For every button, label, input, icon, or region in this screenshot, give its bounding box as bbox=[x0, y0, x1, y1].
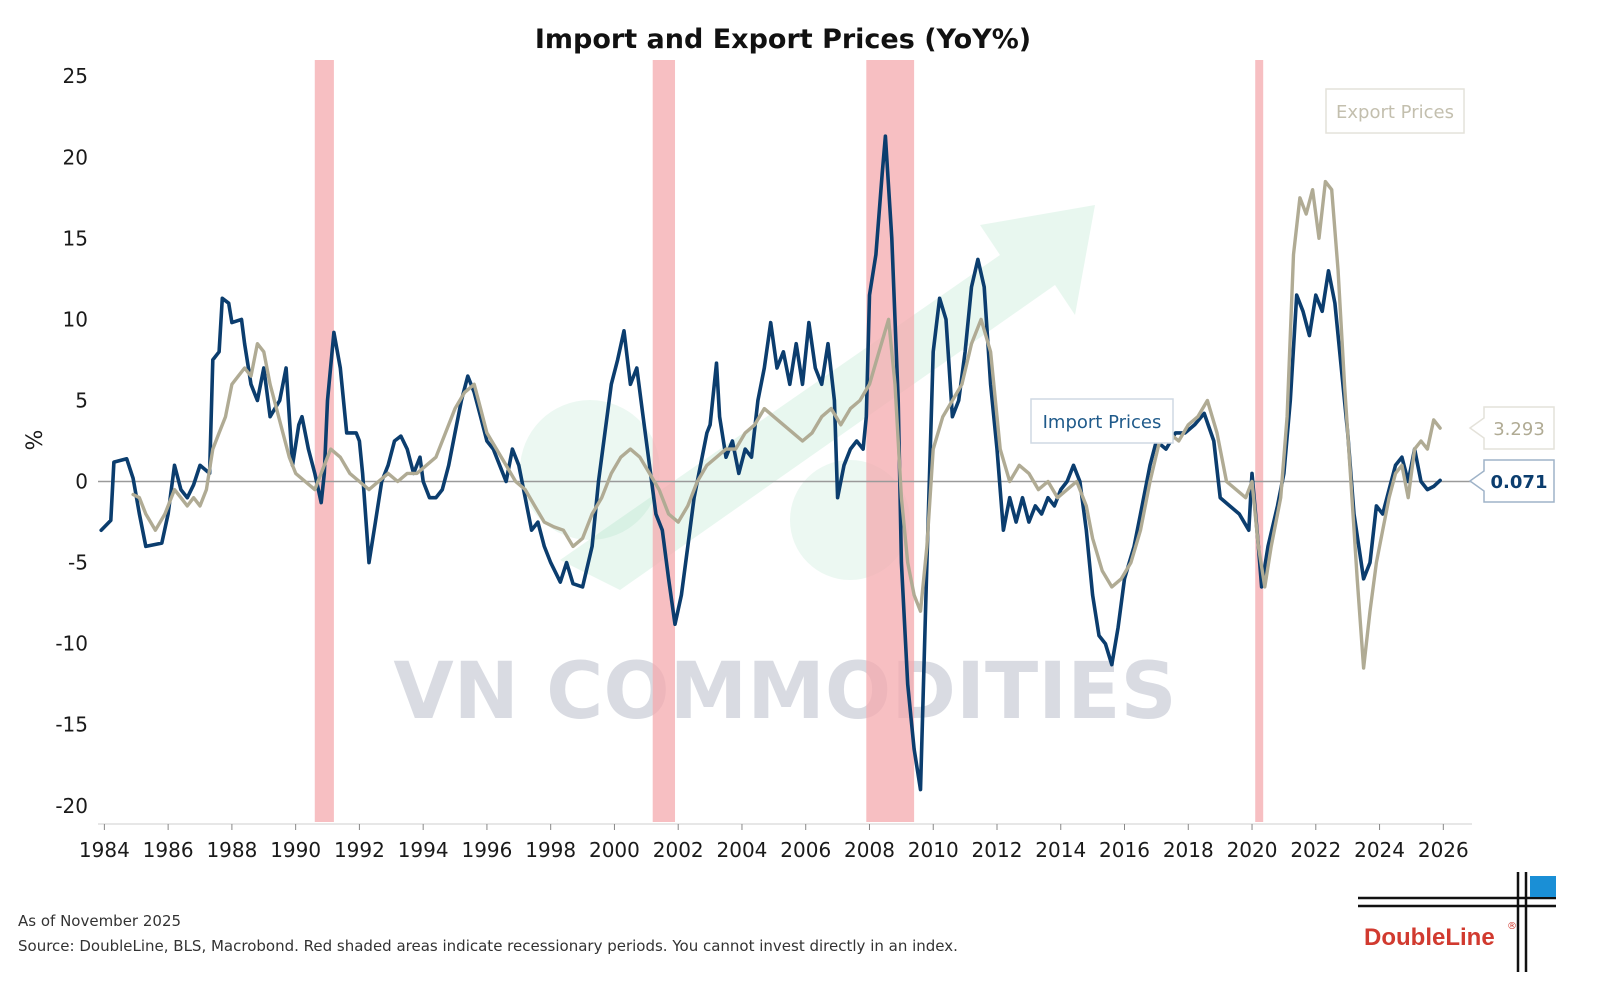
legend-export-label: Export Prices bbox=[1336, 102, 1454, 123]
x-tick-label: 1988 bbox=[206, 838, 257, 862]
x-tick-label: 1994 bbox=[398, 838, 449, 862]
recession-band bbox=[1255, 60, 1264, 822]
watermark-text: VN COMMODITIES bbox=[393, 647, 1176, 737]
x-tick-label: 2024 bbox=[1354, 838, 1405, 862]
y-tick-label: -10 bbox=[55, 632, 88, 656]
x-tick-label: 1990 bbox=[270, 838, 321, 862]
recession-bands bbox=[314, 60, 1264, 822]
recession-band bbox=[652, 60, 676, 822]
end-value-import-label: 0.071 bbox=[1491, 472, 1548, 493]
source-note: Source: DoubleLine, BLS, Macrobond. Red … bbox=[18, 937, 958, 955]
doubleline-logo: DoubleLine ® bbox=[1358, 872, 1556, 972]
y-tick-label: 5 bbox=[75, 388, 88, 412]
chart-title: Import and Export Prices (YoY%) bbox=[535, 24, 1031, 55]
x-tick-label: 1998 bbox=[525, 838, 576, 862]
recession-band bbox=[866, 60, 915, 822]
import-prices-line bbox=[99, 134, 1442, 792]
legend-export-prices: Export Prices bbox=[1325, 88, 1465, 134]
x-tick-label: 1986 bbox=[143, 838, 194, 862]
x-tick-label: 2018 bbox=[1163, 838, 1214, 862]
registered-mark: ® bbox=[1507, 921, 1517, 932]
legend-import-label: Import Prices bbox=[1043, 412, 1162, 433]
watermark-dot-icon bbox=[520, 400, 660, 540]
y-tick-label: -15 bbox=[55, 713, 88, 737]
y-tick-label: -5 bbox=[68, 551, 88, 575]
x-tick-label: 2012 bbox=[972, 838, 1023, 862]
x-axis-ticks: 1984 1986 1988 1990 1992 1994 1996 1998 2000 2002… bbox=[79, 824, 1469, 862]
series-lines bbox=[99, 134, 1442, 792]
x-tick-label: 2010 bbox=[908, 838, 959, 862]
y-tick-label: 0 bbox=[75, 470, 88, 494]
legend-import-prices: Import Prices bbox=[1030, 398, 1174, 444]
end-value-export-label: 3.293 bbox=[1493, 419, 1545, 440]
y-axis-label: % bbox=[23, 430, 48, 451]
y-tick-label: -20 bbox=[55, 794, 88, 818]
x-tick-label: 2000 bbox=[589, 838, 640, 862]
as-of-note: As of November 2025 bbox=[18, 912, 182, 930]
y-tick-label: 20 bbox=[63, 145, 88, 169]
x-tick-label: 2004 bbox=[717, 838, 768, 862]
x-tick-label: 2014 bbox=[1035, 838, 1086, 862]
logo-square-icon bbox=[1530, 876, 1556, 897]
y-axis-ticks: 25 20 15 10 5 0 -5 -10 -15 -20 bbox=[55, 64, 88, 818]
x-tick-label: 2016 bbox=[1099, 838, 1150, 862]
x-tick-label: 1992 bbox=[334, 838, 385, 862]
logo-text: DoubleLine bbox=[1364, 924, 1495, 951]
y-tick-label: 15 bbox=[63, 226, 88, 250]
x-tick-label: 1984 bbox=[79, 838, 130, 862]
x-tick-label: 2006 bbox=[780, 838, 831, 862]
end-value-export: 3.293 bbox=[1468, 406, 1555, 450]
x-tick-label: 2022 bbox=[1290, 838, 1341, 862]
x-tick-label: 2026 bbox=[1418, 838, 1469, 862]
end-value-import: 0.071 bbox=[1468, 459, 1555, 503]
y-tick-label: 25 bbox=[63, 64, 88, 88]
export-prices-line bbox=[131, 179, 1442, 670]
x-tick-label: 2008 bbox=[844, 838, 895, 862]
x-tick-label: 2002 bbox=[653, 838, 704, 862]
x-tick-label: 2020 bbox=[1227, 838, 1278, 862]
zero-line bbox=[98, 480, 1472, 825]
x-tick-label: 1996 bbox=[461, 838, 512, 862]
y-tick-label: 10 bbox=[63, 307, 88, 331]
